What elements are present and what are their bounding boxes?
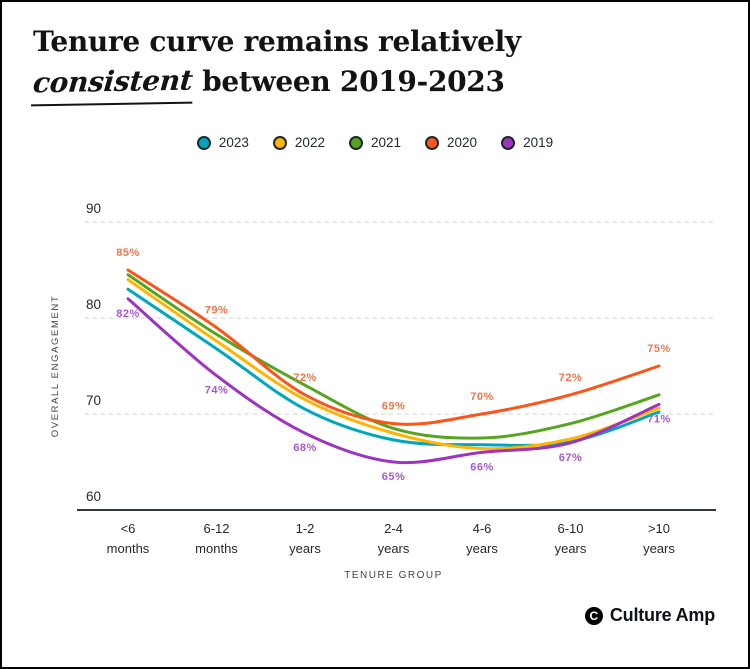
legend-swatch-2023 <box>196 135 211 150</box>
chart-legend: 2023 2022 2021 2020 2019 <box>2 135 748 150</box>
point-label-2020-6: 72% <box>559 372 583 384</box>
point-label-2019-6: 67% <box>559 452 583 464</box>
legend-item-2023: 2023 <box>196 135 249 150</box>
point-label-2019-2: 74% <box>205 385 229 397</box>
point-label-2020-4: 69% <box>382 401 406 413</box>
series-line-2020 <box>126 268 661 426</box>
point-label-2020-2: 79% <box>205 305 229 317</box>
culture-amp-logo-text: Culture Amp <box>609 605 715 625</box>
series-line-2021 <box>126 273 661 440</box>
x-tick-7: >10 years <box>643 521 675 556</box>
point-label-2019-5: 66% <box>470 461 494 473</box>
culture-amp-logo: C Culture Amp <box>584 605 715 626</box>
y-tick-80: 80 <box>86 297 101 312</box>
x-axis-title: TENURE GROUP <box>344 570 443 581</box>
x-tick-3: 1-2 years <box>289 521 321 556</box>
series-line-2022 <box>126 278 661 451</box>
x-tick-1: <6 months <box>107 521 150 556</box>
y-tick-70: 70 <box>86 393 101 408</box>
title-line-2-rest: between 2019-2023 <box>202 65 505 98</box>
x-tick-6: 6-10 years <box>555 521 587 556</box>
point-label-2019-1: 82% <box>116 308 140 320</box>
legend-label-2021: 2021 <box>370 135 402 150</box>
point-label-2019-4: 65% <box>382 471 406 483</box>
page-title: Tenure curve remains relatively consiste… <box>30 22 673 107</box>
legend-swatch-2019 <box>501 135 516 150</box>
y-tick-60: 60 <box>86 489 101 504</box>
point-label-2019-3: 68% <box>293 442 317 454</box>
legend-label-2019: 2019 <box>523 135 554 150</box>
legend-item-2020: 2020 <box>425 135 477 150</box>
x-tick-2: 6-12 months <box>195 521 238 556</box>
legend-swatch-2021 <box>348 135 363 150</box>
legend-swatch-2022 <box>272 135 287 150</box>
legend-label-2022: 2022 <box>294 135 325 150</box>
legend-item-2022: 2022 <box>272 135 325 150</box>
legend-item-2019: 2019 <box>501 135 553 150</box>
x-tick-4: 2-4 years <box>378 521 410 556</box>
point-label-2019-7: 71% <box>647 413 671 425</box>
legend-swatch-2020 <box>425 135 440 150</box>
y-axis-title: OVERALL ENGAGEMENT <box>50 295 61 437</box>
culture-amp-logo-icon: C <box>584 606 603 625</box>
y-tick-90: 90 <box>86 201 101 216</box>
x-tick-5: 4-6 years <box>466 521 498 556</box>
legend-label-2023: 2023 <box>218 135 249 150</box>
point-label-2020-5: 70% <box>470 391 494 403</box>
series-line-2019 <box>126 297 661 465</box>
point-label-2020-7: 75% <box>647 343 671 355</box>
legend-label-2020: 2020 <box>447 135 478 150</box>
title-line-1: Tenure curve remains relatively <box>33 25 521 58</box>
legend-item-2021: 2021 <box>348 135 402 150</box>
point-label-2020-3: 72% <box>293 372 317 384</box>
point-label-2020-1: 85% <box>116 247 140 259</box>
